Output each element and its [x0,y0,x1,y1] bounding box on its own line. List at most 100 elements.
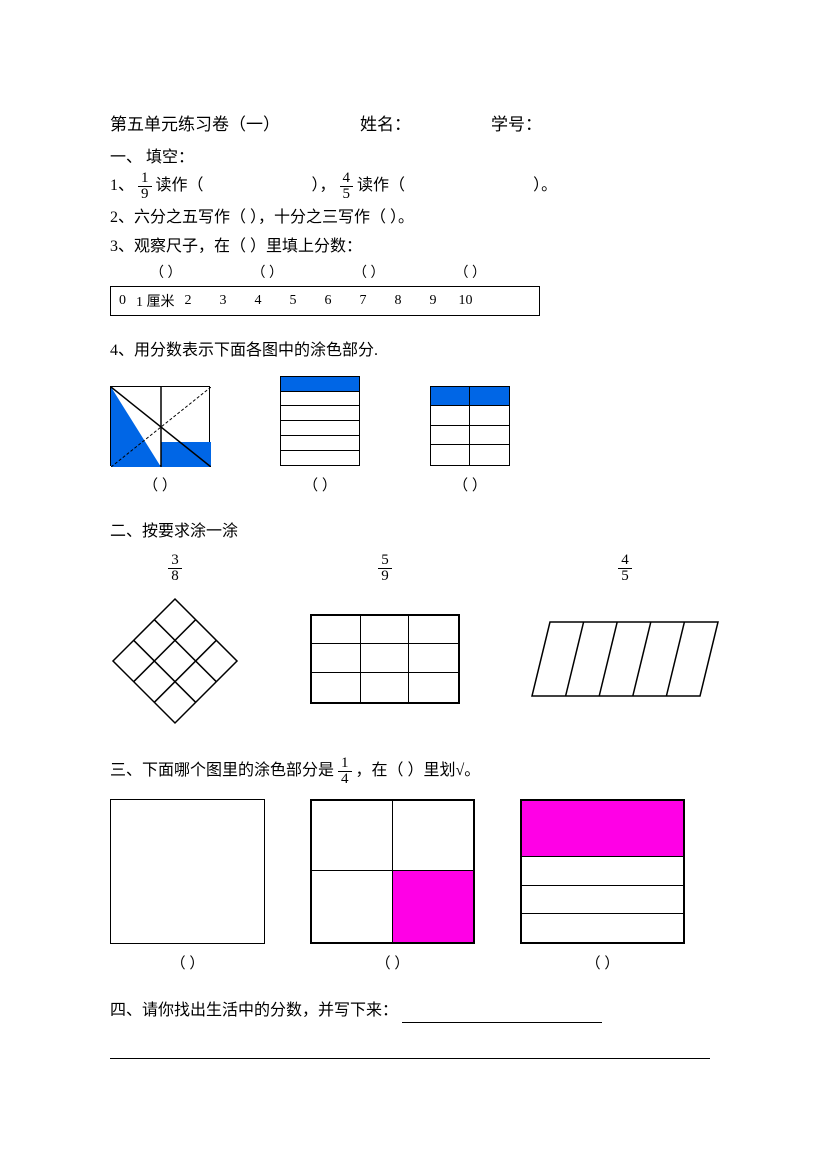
fraction-3-8: 38 [110,553,240,584]
s4-text: 四、请你找出生活中的分数，并写下来： [110,1002,398,1019]
numerator: 1 [138,171,152,187]
rows-unequal [520,799,685,944]
cell [470,426,509,446]
section-1-label: 一、 填空： [110,143,726,167]
ruler-tick: 2 [185,293,192,309]
cell [409,644,458,673]
denominator: 9 [138,187,152,202]
cell [409,673,458,702]
ruler-tick: 1 厘米 [136,291,175,311]
s3-figures: （ ） （ ） （ ） [110,799,726,973]
answer-blank: （ ） [110,952,265,973]
denominator: 9 [378,569,392,584]
section-2-label: 二、按要求涂一涂 [110,517,726,541]
header: 第五单元练习卷（一） 姓名： 学号： [110,110,726,135]
row [281,451,359,465]
ruler-tick: 10 [459,293,473,309]
numerator: 4 [340,171,354,187]
cell [431,426,470,446]
ruler-tick: 7 [360,293,367,309]
cell-filled [470,387,509,407]
row [522,886,683,915]
s3-post: ，在（ ）里划√。 [356,762,481,779]
numerator: 4 [618,553,632,569]
q1-prefix: 1、 [110,177,134,194]
cell [409,616,458,645]
cell [470,445,509,465]
cell [312,801,393,872]
q4-fig3: （ ） [430,386,510,495]
row [281,392,359,407]
parallelogram-5 [530,619,720,699]
q1-read2: 读作（ [357,177,405,194]
s3-pre: 三、下面哪个图里的涂色部分是 [110,762,334,779]
q1-read1: 读作（ [156,177,204,194]
cell [361,616,410,645]
answer-blank: （ ） [520,952,685,973]
q1-end: ）。 [533,177,557,194]
name-label: 姓名： [360,110,411,135]
write-line [402,1022,602,1023]
rows-6-figure [280,376,360,466]
answer-blank: （ ） [280,474,360,495]
s3-fig3: （ ） [520,799,685,973]
ruler-tick: 9 [430,293,437,309]
triangle-square-figure [110,386,210,466]
fraction-1-4: 1 4 [338,756,352,787]
ruler-blanks: （ ） （ ） （ ） （ ） [150,262,726,282]
row [281,421,359,436]
cell [312,616,361,645]
blank: （ ） [455,262,487,282]
q4-fig1: （ ） [110,386,210,495]
cell [431,445,470,465]
answer-blank: （ ） [110,474,210,495]
numerator: 1 [338,756,352,772]
row-filled [281,377,359,392]
q3: 3、观察尺子，在（ ）里填上分数： [110,234,726,260]
row [281,406,359,421]
ruler-tick: 0 [119,293,126,309]
row [281,436,359,451]
s2-fig2: 59 [310,553,460,704]
id-label: 学号： [491,110,542,135]
cell [312,644,361,673]
cell [312,871,393,942]
cell-filled [393,871,474,942]
denominator: 5 [340,187,354,202]
fraction-4-5: 45 [530,553,720,584]
ruler-tick: 4 [255,293,262,309]
fraction-5-9: 59 [310,553,460,584]
s3-fig2: （ ） [310,799,475,973]
s2-figures: 38 59 45 [110,553,726,726]
blank: （ ） [252,262,284,282]
row-filled [522,801,683,857]
fraction-1-9: 1 9 [138,171,152,202]
s3-fig1: （ ） [110,799,265,973]
numerator: 3 [168,553,182,569]
cell [470,406,509,426]
answer-blank: （ ） [310,952,475,973]
blank: （ ） [150,262,182,282]
q4: 4、用分数表示下面各图中的涂色部分. [110,338,726,364]
denominator: 4 [338,772,352,787]
cell [312,673,361,702]
row [522,914,683,942]
s2-fig1: 38 [110,553,240,726]
grid-2x2 [310,799,475,944]
cell-filled [431,387,470,407]
cell [393,801,474,872]
ruler: 0 1 厘米 2 3 4 5 6 7 8 9 10 [110,286,540,316]
ruler-tick: 8 [395,293,402,309]
cell [361,673,410,702]
row [522,857,683,886]
q1-mid: ）， [312,177,336,194]
diamond-grid [110,596,240,726]
q4-figures: （ ） （ ） （ ） [110,376,726,495]
q2: 2、六分之五写作（ ），十分之三写作（ ）。 [110,205,726,231]
denominator: 8 [168,569,182,584]
empty-square [110,799,265,944]
denominator: 5 [618,569,632,584]
q1: 1、 1 9 读作（ ）， 4 5 读作（ ）。 [110,171,726,202]
cell [361,644,410,673]
section-3-label: 三、下面哪个图里的涂色部分是 1 4 ，在（ ）里划√。 [110,756,726,787]
